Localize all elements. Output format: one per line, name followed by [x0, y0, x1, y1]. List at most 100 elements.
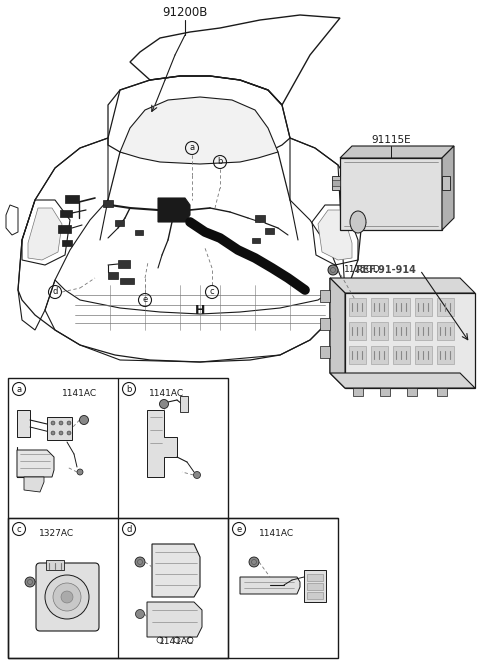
Circle shape	[80, 415, 88, 425]
Text: a: a	[16, 385, 22, 393]
Bar	[415, 322, 432, 340]
Bar	[307, 574, 323, 581]
Text: d: d	[52, 288, 58, 296]
Polygon shape	[318, 210, 352, 260]
Bar	[115, 220, 124, 226]
Circle shape	[45, 575, 89, 619]
Polygon shape	[47, 417, 72, 440]
Text: e: e	[143, 296, 148, 304]
Text: 91200B: 91200B	[162, 5, 208, 19]
Polygon shape	[147, 410, 177, 477]
Text: c: c	[17, 524, 21, 533]
Circle shape	[25, 577, 35, 587]
Polygon shape	[120, 97, 278, 164]
Circle shape	[135, 609, 144, 619]
Bar	[371, 298, 388, 316]
Circle shape	[59, 421, 63, 425]
Bar	[415, 298, 432, 316]
Bar	[393, 346, 410, 364]
Bar	[437, 346, 454, 364]
Bar	[65, 195, 79, 203]
Text: b: b	[217, 157, 223, 167]
Circle shape	[328, 265, 338, 275]
Polygon shape	[158, 198, 190, 222]
Bar	[393, 298, 410, 316]
Polygon shape	[17, 450, 54, 477]
Bar	[437, 388, 447, 396]
Polygon shape	[17, 410, 30, 437]
Bar	[371, 346, 388, 364]
Bar	[349, 346, 366, 364]
Text: REF.91-914: REF.91-914	[355, 265, 416, 275]
Bar	[46, 560, 64, 570]
Text: 1327AC: 1327AC	[39, 529, 74, 539]
Text: c: c	[210, 288, 214, 296]
Bar	[320, 318, 330, 330]
Circle shape	[159, 399, 168, 409]
Text: 1141AC: 1141AC	[149, 389, 185, 399]
Text: H: H	[195, 304, 205, 316]
Circle shape	[53, 583, 81, 611]
Bar	[180, 396, 188, 412]
Circle shape	[67, 431, 71, 435]
Bar	[8, 378, 228, 658]
Circle shape	[51, 421, 55, 425]
Circle shape	[135, 557, 145, 567]
Bar	[407, 388, 417, 396]
Bar	[320, 346, 330, 358]
Bar	[320, 290, 330, 302]
Bar	[135, 230, 143, 235]
Bar	[332, 176, 340, 190]
Bar	[442, 176, 450, 190]
Bar	[415, 346, 432, 364]
Polygon shape	[24, 477, 44, 492]
Circle shape	[67, 421, 71, 425]
Bar	[332, 180, 340, 186]
Polygon shape	[340, 146, 454, 158]
Bar	[58, 225, 71, 233]
Circle shape	[59, 431, 63, 435]
Bar	[108, 272, 118, 279]
Circle shape	[249, 557, 259, 567]
Text: b: b	[126, 385, 132, 393]
Bar	[371, 322, 388, 340]
Bar	[265, 228, 274, 234]
Bar	[60, 210, 72, 217]
Text: 91115E: 91115E	[371, 135, 411, 145]
Text: d: d	[126, 524, 132, 533]
Bar	[353, 388, 363, 396]
Text: 1141AC: 1141AC	[259, 529, 295, 539]
Circle shape	[77, 469, 83, 475]
Polygon shape	[330, 373, 475, 388]
Bar	[8, 518, 338, 658]
Circle shape	[51, 431, 55, 435]
Text: 1141AC: 1141AC	[62, 389, 97, 399]
Text: 1141AC: 1141AC	[159, 638, 194, 646]
Bar	[437, 298, 454, 316]
Polygon shape	[340, 158, 442, 230]
Circle shape	[193, 472, 201, 478]
Polygon shape	[330, 278, 345, 388]
Bar	[255, 215, 265, 222]
Bar	[380, 388, 390, 396]
Bar	[307, 583, 323, 590]
Bar	[304, 570, 326, 602]
FancyBboxPatch shape	[36, 563, 99, 631]
Polygon shape	[330, 278, 475, 293]
Text: a: a	[190, 143, 194, 153]
Text: e: e	[236, 524, 241, 533]
Bar	[437, 322, 454, 340]
Polygon shape	[28, 208, 62, 260]
Polygon shape	[330, 278, 345, 388]
Circle shape	[61, 591, 73, 603]
Polygon shape	[152, 544, 200, 597]
Ellipse shape	[350, 211, 366, 233]
Bar	[120, 278, 134, 284]
Polygon shape	[240, 577, 300, 594]
Bar	[118, 260, 130, 268]
Bar	[393, 322, 410, 340]
Bar	[62, 240, 72, 246]
Bar	[252, 238, 260, 243]
Bar	[307, 592, 323, 599]
Bar	[349, 322, 366, 340]
